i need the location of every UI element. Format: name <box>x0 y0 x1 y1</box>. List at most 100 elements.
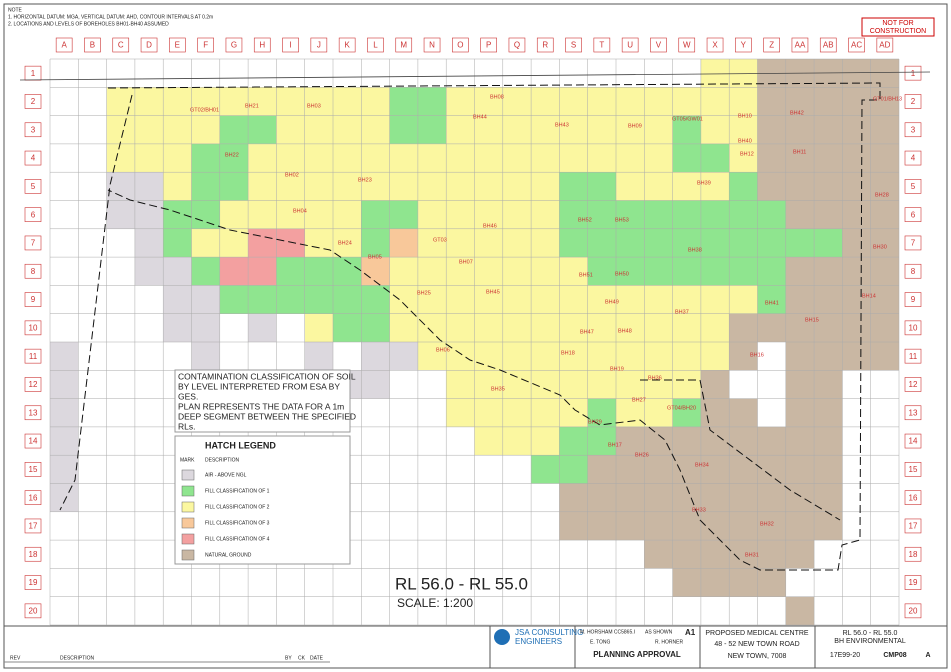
cell <box>757 285 786 314</box>
title-block: REV DESCRIPTION BY CK DATE JSA CONSULTIN… <box>4 625 947 668</box>
row-label-box <box>24 150 42 166</box>
row-label-box <box>24 405 42 421</box>
cell <box>700 59 730 88</box>
borehole-label: BH45 <box>486 289 500 295</box>
cell <box>163 285 192 314</box>
col-label: D <box>146 41 152 50</box>
cell <box>644 511 673 541</box>
row-label: 12 <box>29 380 38 389</box>
cell <box>814 257 843 286</box>
col-label: B <box>90 41 95 50</box>
cell <box>417 285 447 314</box>
col-label-box <box>480 37 497 53</box>
cell <box>276 87 305 116</box>
cell <box>333 313 362 342</box>
cell <box>785 87 815 116</box>
col-label-box <box>508 37 526 53</box>
col-label-box <box>735 37 752 53</box>
cell <box>361 172 390 201</box>
cell <box>644 426 673 456</box>
note: NOTE <box>8 7 23 13</box>
legend-box <box>174 435 351 565</box>
cell <box>474 172 503 201</box>
cell <box>106 115 135 144</box>
cell <box>304 143 333 173</box>
row-label-box <box>904 603 922 619</box>
cell <box>50 483 79 512</box>
cell <box>587 398 616 427</box>
col-label-box <box>536 37 554 53</box>
rev-header: DATE <box>310 655 324 661</box>
cell <box>333 200 362 229</box>
col-label-box <box>763 37 780 53</box>
cell <box>644 257 673 286</box>
borehole-label: BH33 <box>692 507 706 513</box>
cell <box>304 200 333 229</box>
row-label: 14 <box>909 437 918 446</box>
cell <box>672 342 701 371</box>
cell <box>304 172 333 201</box>
cell <box>163 257 192 286</box>
legend-label: FILL CLASSIFICATION OF 4 <box>205 536 270 542</box>
cell <box>248 200 277 229</box>
cell <box>757 200 786 229</box>
cell <box>672 313 701 342</box>
row-label-box <box>24 207 42 222</box>
row-label-box <box>904 490 922 505</box>
cell <box>700 285 730 314</box>
row-label: 7 <box>911 239 916 248</box>
cell <box>219 172 249 201</box>
cell <box>729 455 758 484</box>
legend-label: FILL CLASSIFICATION OF 2 <box>205 504 270 510</box>
cell <box>616 143 645 173</box>
legend-header: MARK <box>180 457 195 463</box>
row-label: 15 <box>29 465 38 474</box>
borehole-label: BH31 <box>745 552 759 558</box>
cell <box>870 257 899 286</box>
cell <box>531 115 560 144</box>
row-label-box <box>904 433 922 449</box>
cell <box>700 87 730 116</box>
cell <box>559 426 588 456</box>
row-label: 6 <box>31 210 36 219</box>
borehole-label: BH42 <box>790 110 804 116</box>
cell <box>785 228 815 258</box>
row-label-box <box>904 263 922 279</box>
borehole-label: BH39 <box>697 180 711 186</box>
cell <box>785 172 815 201</box>
cell <box>417 313 447 342</box>
project: NEW TOWN, 7008 <box>728 653 787 660</box>
cell <box>700 426 730 456</box>
stamp-box <box>861 17 935 37</box>
cell <box>50 342 79 371</box>
cell <box>729 285 758 314</box>
cell <box>729 200 758 229</box>
cell <box>870 313 899 342</box>
cell <box>191 87 220 116</box>
cell <box>559 285 588 314</box>
row-label-box <box>904 150 922 166</box>
cell <box>644 483 673 512</box>
cell <box>191 228 220 258</box>
borehole-label: BH22 <box>225 152 239 158</box>
cell <box>672 511 701 541</box>
cell <box>785 511 815 541</box>
cell <box>248 172 277 201</box>
cell <box>389 87 418 116</box>
borehole-label: BH47 <box>580 329 594 335</box>
cell <box>757 568 786 597</box>
cell <box>842 143 871 173</box>
cell <box>474 313 503 342</box>
borehole-label: BH11 <box>793 149 806 155</box>
cell <box>616 257 645 286</box>
cell <box>361 115 390 144</box>
cell <box>587 285 616 314</box>
cell <box>587 200 616 229</box>
cell <box>219 87 249 116</box>
row-label-box <box>24 603 42 619</box>
row-label-box <box>24 235 42 251</box>
cell <box>417 228 447 258</box>
cell <box>785 370 815 399</box>
borehole-label: BH09 <box>628 123 642 129</box>
